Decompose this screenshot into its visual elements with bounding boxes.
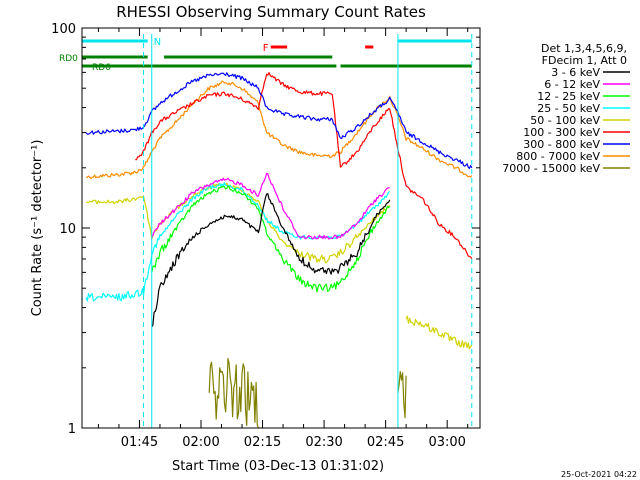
y-tick-label-1: 1 — [68, 422, 76, 437]
x-tick-label-1: 01:45 — [121, 435, 158, 450]
series-line-8-seg-1 — [208, 357, 259, 429]
x-tick-label-3: 02:15 — [244, 435, 281, 450]
legend-label-6: 100 - 300 keV — [523, 126, 600, 139]
series-line-8-seg-2 — [397, 371, 407, 419]
x-tick-label-4: 02:30 — [305, 435, 342, 450]
legend-label-4: 25 - 50 keV — [537, 102, 600, 115]
y-axis-label: Count Rate (s⁻¹ detector⁻¹) — [30, 140, 45, 317]
flag-label-rd6: RD6 — [92, 63, 111, 73]
legend-header-1: Det 1,3,4,5,6,9, — [541, 42, 627, 55]
series-line-3-seg-1 — [85, 182, 391, 302]
legend-label-1: 3 - 6 keV — [551, 66, 600, 79]
legend-label-3: 12 - 25 keV — [537, 90, 600, 103]
x-tick-label-6: 03:00 — [428, 435, 465, 450]
legend-label-7: 300 - 800 keV — [523, 138, 600, 151]
series-line-0-seg-1 — [151, 193, 391, 328]
flag-label-f: F — [263, 43, 269, 54]
flag-label-n: N — [154, 37, 161, 48]
x-axis-label: Start Time (03-Dec-13 01:31:02) — [172, 459, 384, 474]
flag-label-rd0: RD0 — [59, 54, 78, 64]
x-tick-label-5: 02:45 — [367, 435, 404, 450]
chart-title: RHESSI Observing Summary Count Rates — [116, 3, 426, 21]
y-tick-label-3: 100 — [51, 22, 76, 37]
y-tick-label-2: 10 — [59, 222, 76, 237]
series-line-2-seg-1 — [151, 185, 391, 293]
legend-header-2: FDecim 1, Att 0 — [542, 54, 627, 67]
timestamp: 25-Oct-2021 04:22 — [561, 470, 637, 479]
series-line-4-seg-2 — [405, 315, 473, 350]
series-line-4-seg-1 — [85, 182, 390, 264]
legend-label-5: 50 - 100 keV — [530, 114, 600, 127]
legend-label-8: 800 - 7000 keV — [516, 150, 600, 163]
legend-label-2: 6 - 12 keV — [544, 78, 600, 91]
series-line-5-seg-1 — [135, 72, 473, 260]
legend-label-9: 7000 - 15000 keV — [502, 162, 600, 175]
series-line-1-seg-1 — [151, 172, 390, 240]
x-tick-label-2: 02:00 — [182, 435, 219, 450]
